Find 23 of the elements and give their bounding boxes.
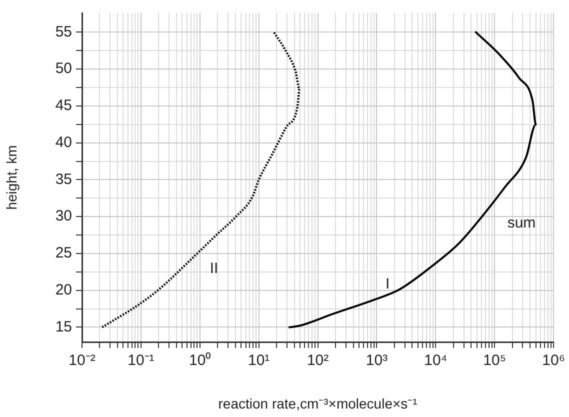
x-axis-title: reaction rate,cm⁻³×molecule×s⁻¹ (218, 395, 418, 412)
y-tick-label: 15 (55, 318, 72, 336)
x-tick-label: 10⁴ (424, 352, 448, 370)
x-tick-label: 10⁵ (483, 352, 506, 370)
y-tick-label: 40 (55, 134, 72, 151)
y-tick-label: 50 (55, 60, 72, 78)
x-tick-label: 10² (306, 352, 329, 370)
y-tick-label: 55 (55, 23, 72, 40)
x-tick-label: 10⁶ (542, 352, 565, 370)
y-tick-label: 20 (55, 282, 72, 299)
x-tick-label: 10⁻¹ (128, 352, 154, 370)
annotation: sum (507, 214, 536, 232)
annotation: II (210, 260, 218, 277)
y-tick-label: 45 (55, 97, 72, 114)
y-tick-label: 35 (55, 170, 72, 188)
y-tick-label: 25 (55, 244, 72, 262)
x-tick-label: 10¹ (248, 352, 270, 370)
x-tick-label: 10⁻² (68, 352, 96, 370)
x-tick-label: 10⁰ (189, 352, 211, 370)
y-axis-title: height, km (3, 145, 20, 210)
annotation: I (386, 275, 390, 292)
y-tick-label: 30 (55, 208, 72, 225)
x-tick-label: 10³ (366, 352, 388, 370)
